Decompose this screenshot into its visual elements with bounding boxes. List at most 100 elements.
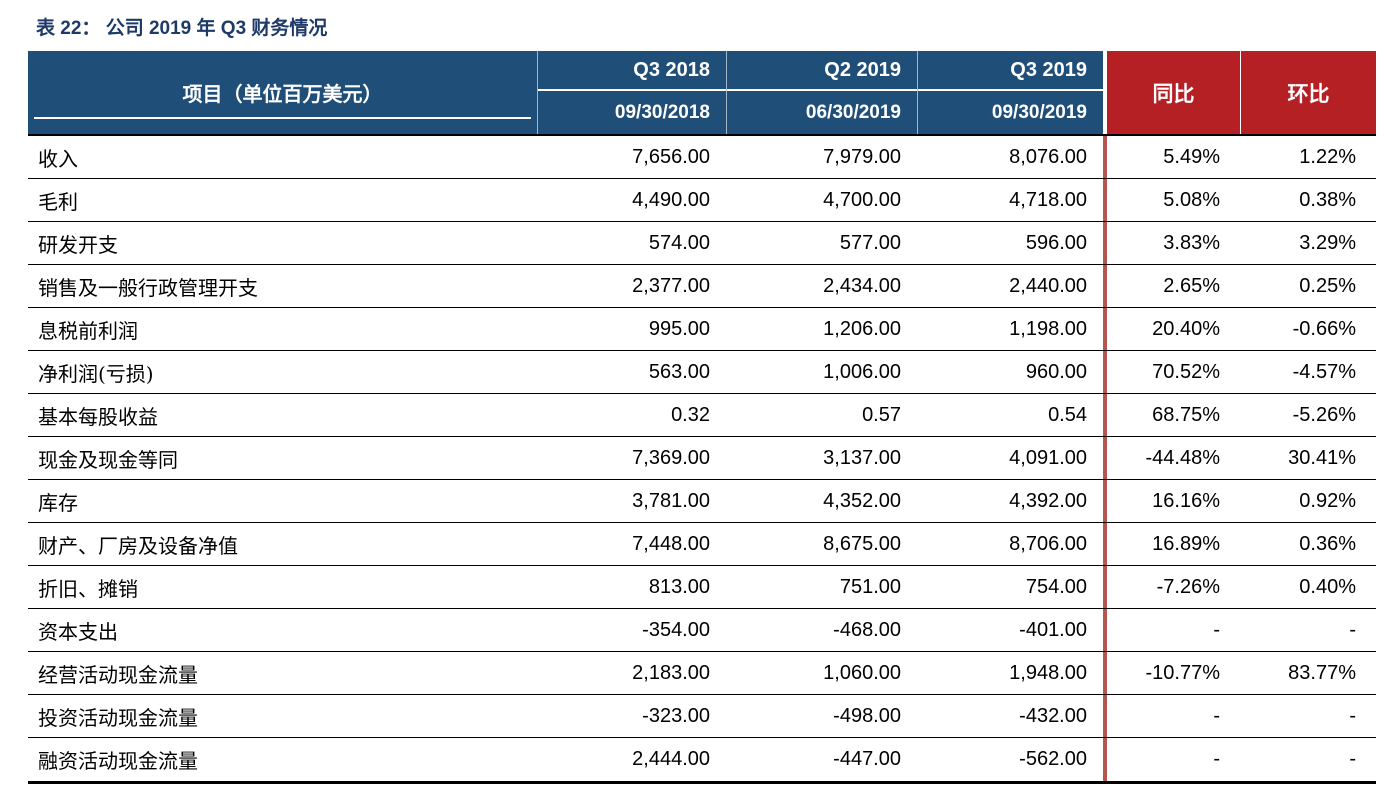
value-q2-2019: 2,434.00 xyxy=(823,274,901,297)
row-label: 融资活动现金流量 xyxy=(38,749,198,773)
table-row-capex: 资本支出 -354.00 -468.00 -401.00 - - xyxy=(28,609,1376,652)
value-qoq: 1.22% xyxy=(1299,145,1356,168)
value-yoy: -10.77% xyxy=(1103,652,1240,694)
value-qoq: 30.41% xyxy=(1288,446,1356,469)
value-qoq: 0.40% xyxy=(1299,575,1356,598)
value-qoq: -4.57% xyxy=(1292,360,1356,383)
value-q3-2018: 4,490.00 xyxy=(632,188,710,211)
value-q3-2018: -323.00 xyxy=(642,704,710,727)
row-label: 研发开支 xyxy=(38,232,118,257)
table-header: 项目（单位百万美元） Q3 2018 09/30/2018 Q2 2019 06… xyxy=(28,51,1376,136)
value-q3-2018: 0.32 xyxy=(671,403,710,426)
row-label: 现金及现金等同 xyxy=(38,447,178,472)
row-label: 收入 xyxy=(38,146,78,171)
value-qoq: 0.92% xyxy=(1299,489,1356,512)
value-q2-2019: 0.57 xyxy=(862,403,901,426)
value-qoq: - xyxy=(1349,704,1356,727)
row-label: 息税前利润 xyxy=(38,318,138,343)
value-q2-2019: 3,137.00 xyxy=(823,446,901,469)
row-label: 财产、厂房及设备净值 xyxy=(38,533,238,558)
value-q2-2019: 4,352.00 xyxy=(823,489,901,512)
value-yoy: 20.40% xyxy=(1103,308,1240,350)
value-q3-2019: -432.00 xyxy=(1019,704,1087,727)
value-q3-2018: 995.00 xyxy=(648,317,710,340)
value-yoy: -7.26% xyxy=(1103,566,1240,608)
table-row-ppe-net: 财产、厂房及设备净值 7,448.00 8,675.00 8,706.00 16… xyxy=(28,523,1376,566)
row-label: 基本每股收益 xyxy=(38,404,158,429)
table-caption: 表 22： 公司 2019 年 Q3 财务情况 xyxy=(36,18,328,39)
value-q2-2019: 8,675.00 xyxy=(823,532,901,555)
date-label: 09/30/2018 xyxy=(614,101,710,123)
table-row-rd-expense: 研发开支 574.00 577.00 596.00 3.83% 3.29% xyxy=(28,222,1376,265)
value-qoq: 0.25% xyxy=(1299,274,1356,297)
value-q2-2019: -498.00 xyxy=(833,704,901,727)
value-yoy: 16.16% xyxy=(1103,480,1240,522)
value-q3-2019: 8,706.00 xyxy=(1009,532,1087,555)
table-row-gross-profit: 毛利 4,490.00 4,700.00 4,718.00 5.08% 0.38… xyxy=(28,179,1376,222)
table-row-financing-cash-flow: 融资活动现金流量 2,444.00 -447.00 -562.00 - - xyxy=(28,738,1376,781)
value-yoy: 5.49% xyxy=(1103,136,1240,178)
value-q2-2019: 1,006.00 xyxy=(823,360,901,383)
quarter-label: Q2 2019 xyxy=(727,51,917,91)
value-q3-2018: 2,377.00 xyxy=(632,274,710,297)
row-label: 库存 xyxy=(38,490,78,515)
value-qoq: - xyxy=(1349,748,1356,770)
row-label: 销售及一般行政管理开支 xyxy=(38,275,258,300)
quarter-label: Q3 2019 xyxy=(918,51,1103,91)
value-q2-2019: 577.00 xyxy=(839,231,901,254)
value-yoy: 5.08% xyxy=(1103,179,1240,221)
value-q3-2019: 4,091.00 xyxy=(1009,446,1087,469)
value-q3-2018: 813.00 xyxy=(648,575,710,598)
value-q3-2019: -562.00 xyxy=(1019,748,1087,770)
value-q3-2018: 574.00 xyxy=(648,231,710,254)
value-yoy: 2.65% xyxy=(1103,265,1240,307)
row-label: 折旧、摊销 xyxy=(38,576,138,601)
item-column-header: 项目（单位百万美元） xyxy=(28,51,537,134)
value-q3-2018: 2,444.00 xyxy=(632,748,710,770)
item-header-label: 项目（单位百万美元） xyxy=(182,84,383,106)
value-yoy: - xyxy=(1103,609,1240,651)
value-qoq: 0.36% xyxy=(1299,532,1356,555)
value-q2-2019: 7,979.00 xyxy=(823,145,901,168)
value-q2-2019: 1,060.00 xyxy=(823,661,901,684)
value-q3-2019: 4,718.00 xyxy=(1009,188,1087,211)
value-q3-2019: -401.00 xyxy=(1019,618,1087,641)
value-q2-2019: 1,206.00 xyxy=(823,317,901,340)
row-label: 资本支出 xyxy=(38,619,118,644)
value-qoq: - xyxy=(1349,618,1356,641)
value-q2-2019: -447.00 xyxy=(833,748,901,770)
value-yoy: 3.83% xyxy=(1103,222,1240,264)
value-qoq: -5.26% xyxy=(1292,403,1356,426)
value-q3-2019: 960.00 xyxy=(1025,360,1087,383)
value-yoy: 16.89% xyxy=(1103,523,1240,565)
row-label: 毛利 xyxy=(38,189,78,214)
value-yoy: -44.48% xyxy=(1103,437,1240,479)
value-q3-2019: 596.00 xyxy=(1025,231,1087,254)
value-qoq: 3.29% xyxy=(1299,231,1356,254)
value-q3-2019: 1,948.00 xyxy=(1009,661,1087,684)
value-q2-2019: -468.00 xyxy=(833,618,901,641)
value-q3-2018: 563.00 xyxy=(648,360,710,383)
table-row-basic-eps: 基本每股收益 0.32 0.57 0.54 68.75% -5.26% xyxy=(28,394,1376,437)
period-column-header-q3-2018: Q3 2018 09/30/2018 xyxy=(537,51,726,134)
table-row-investing-cash-flow: 投资活动现金流量 -323.00 -498.00 -432.00 - - xyxy=(28,695,1376,738)
value-q2-2019: 751.00 xyxy=(839,575,901,598)
table-row-inventory: 库存 3,781.00 4,352.00 4,392.00 16.16% 0.9… xyxy=(28,480,1376,523)
value-qoq: 0.38% xyxy=(1299,188,1356,211)
value-q3-2019: 8,076.00 xyxy=(1009,145,1087,168)
table-row-net-profit: 净利润(亏损) 563.00 1,006.00 960.00 70.52% -4… xyxy=(28,351,1376,394)
table-row-cash-equivalents: 现金及现金等同 7,369.00 3,137.00 4,091.00 -44.4… xyxy=(28,437,1376,480)
row-label: 投资活动现金流量 xyxy=(38,705,198,730)
value-yoy: - xyxy=(1103,738,1240,781)
date-label: 09/30/2019 xyxy=(991,101,1087,123)
value-q3-2019: 2,440.00 xyxy=(1009,274,1087,297)
table-row-sga-expense: 销售及一般行政管理开支 2,377.00 2,434.00 2,440.00 2… xyxy=(28,265,1376,308)
value-q3-2018: 3,781.00 xyxy=(632,489,710,512)
value-q3-2018: 2,183.00 xyxy=(632,661,710,684)
value-qoq: 83.77% xyxy=(1288,661,1356,684)
financial-table: 项目（单位百万美元） Q3 2018 09/30/2018 Q2 2019 06… xyxy=(28,51,1376,784)
value-q3-2019: 4,392.00 xyxy=(1009,489,1087,512)
table-row-operating-cash-flow: 经营活动现金流量 2,183.00 1,060.00 1,948.00 -10.… xyxy=(28,652,1376,695)
date-label: 06/30/2019 xyxy=(805,101,901,123)
value-q2-2019: 4,700.00 xyxy=(823,188,901,211)
